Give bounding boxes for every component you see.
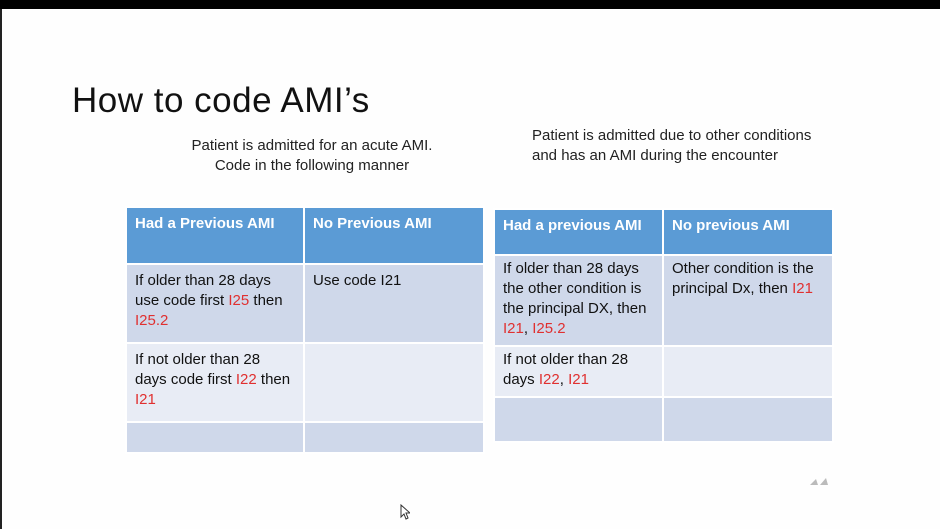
table-row: If older than 28 days use code first I25… [126,264,484,343]
code-text: I21 [792,280,813,297]
right-header-previous: Had a previous AMI [494,209,663,255]
table-row: If older than 28 days the other conditio… [494,255,833,346]
right-row1-col1: If older than 28 days the other conditio… [494,255,663,346]
code-text: I25.2 [135,312,168,329]
right-row3-col1 [494,397,663,442]
left-row3-col1 [126,422,304,453]
right-row1-col2: Other condition is the principal Dx, the… [663,255,833,346]
right-row2-col2 [663,346,833,397]
watermark-icon [808,475,836,487]
left-caption-line2: Code in the following manner [162,156,462,176]
left-row1-col2: Use code I21 [304,264,484,343]
code-text: I21 [135,391,156,408]
left-header-no-previous: No Previous AMI [304,207,484,264]
code-text: I25 [228,292,249,309]
code-text: I22 [539,371,560,388]
code-text: I21 [503,320,524,337]
code-text: I21 [568,371,589,388]
mouse-cursor-icon [400,504,410,520]
right-table: Had a previous AMI No previous AMI If ol… [493,208,834,443]
right-caption: Patient is admitted due to other conditi… [532,126,832,166]
left-row2-col2 [304,343,484,422]
table-row [126,422,484,453]
right-row3-col2 [663,397,833,442]
left-row3-col2 [304,422,484,453]
code-text: I25.2 [532,320,565,337]
table-row: If not older than 28 days I22, I21 [494,346,833,397]
code-text: I22 [236,371,257,388]
table-row: If not older than 28 days code first I22… [126,343,484,422]
left-caption: Patient is admitted for an acute AMI. Co… [162,136,462,176]
slide: How to code AMI’s Patient is admitted fo… [0,9,940,529]
left-header-previous: Had a Previous AMI [126,207,304,264]
left-table: Had a Previous AMI No Previous AMI If ol… [125,206,485,454]
left-row1-col1: If older than 28 days use code first I25… [126,264,304,343]
slide-title: How to code AMI’s [72,81,370,121]
left-row2-col1: If not older than 28 days code first I22… [126,343,304,422]
right-header-no-previous: No previous AMI [663,209,833,255]
right-row2-col1: If not older than 28 days I22, I21 [494,346,663,397]
left-caption-line1: Patient is admitted for an acute AMI. [162,136,462,156]
table-row [494,397,833,442]
